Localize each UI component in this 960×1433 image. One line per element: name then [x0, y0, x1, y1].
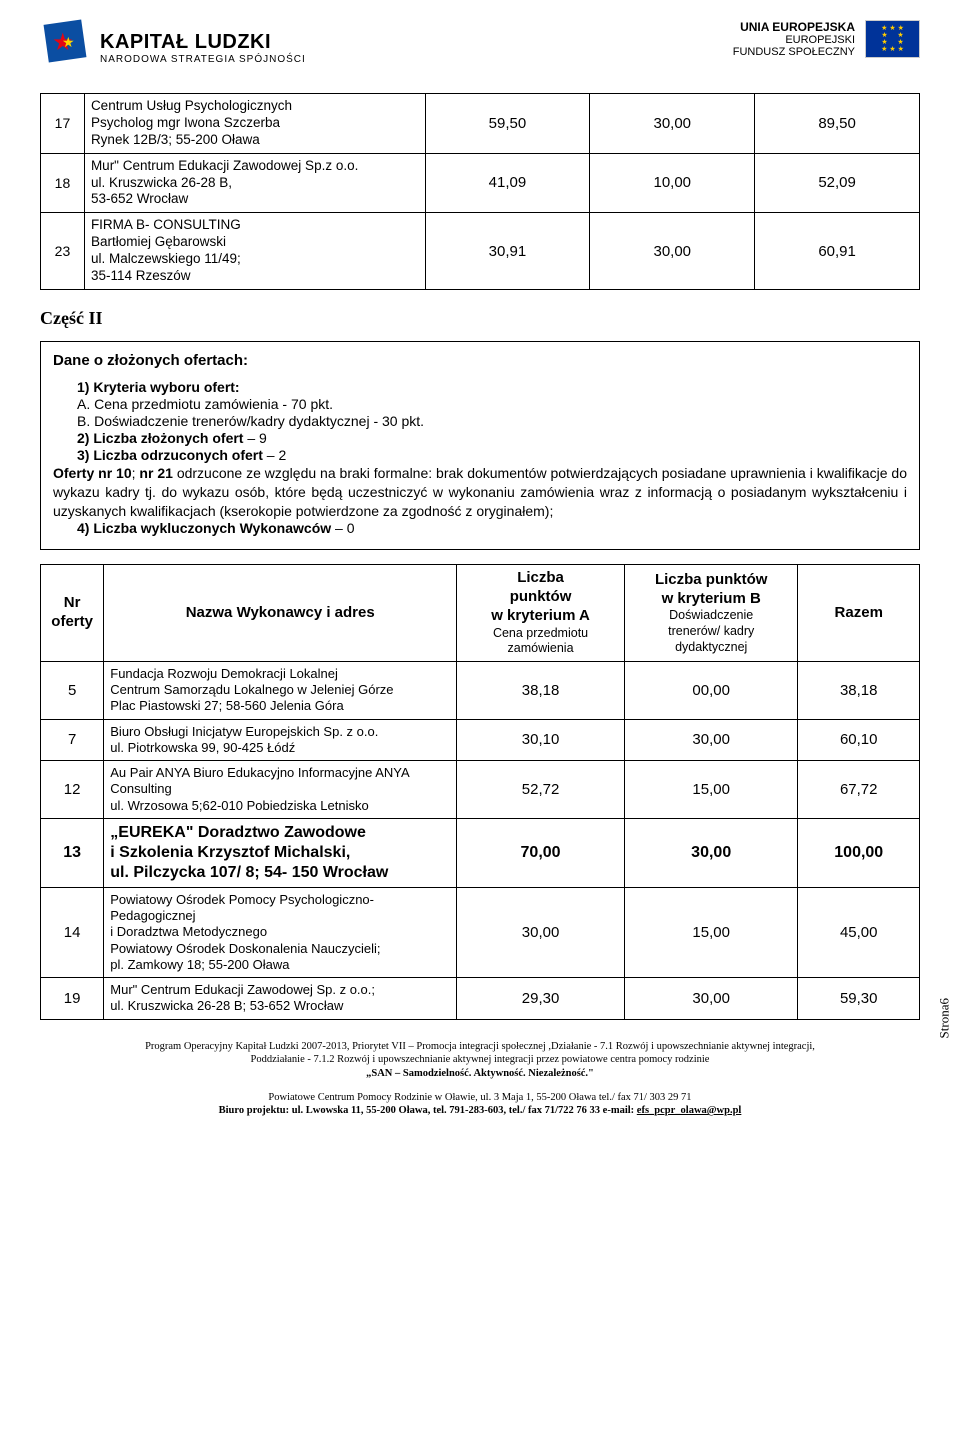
eu-text: UNIA EUROPEJSKA EUROPEJSKI FUNDUSZ SPOŁE…: [733, 20, 855, 58]
cell-points-b: 30,00: [624, 818, 798, 887]
info-heading: Dane o złożonych ofertach:: [53, 352, 907, 369]
cell-points-a: 30,91: [425, 213, 590, 290]
logo-kapital-ludzki: ★ ★ KAPITAŁ LUDZKI NARODOWA STRATEGIA SP…: [40, 20, 306, 75]
col-points-a: Liczba punktów w kryterium A Cena przedm…: [457, 565, 625, 662]
cell-contractor: Au Pair ANYA Biuro Edukacyjno Informacyj…: [104, 761, 457, 819]
cell-contractor: Mur" Centrum Edukacji Zawodowej Sp. z o.…: [104, 978, 457, 1020]
footer-address: Powiatowe Centrum Pomocy Rodzinie w Oław…: [40, 1091, 920, 1105]
section-title-part2: Część II: [40, 308, 920, 329]
cell-offer-num: 19: [41, 978, 104, 1020]
eu-line3: FUNDUSZ SPOŁECZNY: [733, 46, 855, 58]
cell-points-b: 15,00: [624, 887, 798, 977]
table-row: 12Au Pair ANYA Biuro Edukacyjno Informac…: [41, 761, 920, 819]
footer-line1: Program Operacyjny Kapitał Ludzki 2007-2…: [40, 1040, 920, 1054]
submitted-count: 2) Liczba złożonych ofert – 9: [77, 430, 907, 446]
cell-offer-num: 17: [41, 94, 85, 154]
page-number: Strona6: [936, 998, 952, 1038]
criteria-b: B. Doświadczenie trenerów/kadry dydaktyc…: [77, 413, 907, 429]
cell-points-b: 15,00: [624, 761, 798, 819]
table-row: 17Centrum Usług PsychologicznychPsycholo…: [41, 94, 920, 154]
table-row: 14Powiatowy Ośrodek Pomocy Psychologiczn…: [41, 887, 920, 977]
footer-line2: Poddziałanie - 7.1.2 Rozwój i upowszechn…: [40, 1053, 920, 1067]
cell-points-b: 00,00: [624, 661, 798, 719]
cell-points-a: 52,72: [457, 761, 625, 819]
table-row: 5Fundacja Rozwoju Demokracji LokalnejCen…: [41, 661, 920, 719]
header: ★ ★ KAPITAŁ LUDZKI NARODOWA STRATEGIA SP…: [40, 20, 920, 75]
cell-total: 100,00: [798, 818, 920, 887]
table-row: 23FIRMA B- CONSULTINGBartłomiej Gębarows…: [41, 213, 920, 290]
cell-total: 60,91: [755, 213, 920, 290]
eu-flag-icon: ★ ★ ★★ ★★ ★★ ★ ★: [865, 20, 920, 58]
table-row: 13„EUREKA" Doradztwo Zawodowei Szkolenia…: [41, 818, 920, 887]
cell-points-b: 30,00: [624, 978, 798, 1020]
cell-points-a: 29,30: [457, 978, 625, 1020]
cell-total: 59,30: [798, 978, 920, 1020]
kl-text: KAPITAŁ LUDZKI NARODOWA STRATEGIA SPÓJNO…: [100, 31, 306, 65]
cell-points-b: 10,00: [590, 153, 755, 213]
footer-contact: Biuro projektu: ul. Lwowska 11, 55-200 O…: [40, 1104, 920, 1118]
cell-contractor: Mur" Centrum Edukacji Zawodowej Sp.z o.o…: [84, 153, 425, 213]
kl-title: KAPITAŁ LUDZKI: [100, 31, 306, 54]
cell-total: 45,00: [798, 887, 920, 977]
criteria-a: A. Cena przedmiotu zamówienia - 70 pkt.: [77, 396, 907, 412]
table-offers-part2: Nr oferty Nazwa Wykonawcy i adres Liczba…: [40, 564, 920, 1019]
footer-project-name: „SAN – Samodzielność. Aktywność. Niezale…: [40, 1067, 920, 1081]
cell-points-b: 30,00: [590, 213, 755, 290]
cell-contractor: FIRMA B- CONSULTINGBartłomiej Gębarowski…: [84, 213, 425, 290]
cell-offer-num: 13: [41, 818, 104, 887]
criteria-label: 1) Kryteria wyboru ofert:: [77, 379, 907, 395]
cell-offer-num: 23: [41, 213, 85, 290]
cell-offer-num: 14: [41, 887, 104, 977]
cell-contractor: Fundacja Rozwoju Demokracji LokalnejCent…: [104, 661, 457, 719]
table2-header-row: Nr oferty Nazwa Wykonawcy i adres Liczba…: [41, 565, 920, 662]
cell-points-a: 41,09: [425, 153, 590, 213]
cell-points-a: 38,18: [457, 661, 625, 719]
cell-total: 52,09: [755, 153, 920, 213]
cell-total: 67,72: [798, 761, 920, 819]
cell-contractor: Biuro Obsługi Inicjatyw Europejskich Sp.…: [104, 719, 457, 761]
kl-icon: ★ ★: [40, 20, 90, 75]
cell-total: 60,10: [798, 719, 920, 761]
offers-info-box: Dane o złożonych ofertach: 1) Kryteria w…: [40, 341, 920, 551]
eu-line1: UNIA EUROPEJSKA: [733, 20, 855, 34]
cell-points-b: 30,00: [590, 94, 755, 154]
cell-contractor: Centrum Usług PsychologicznychPsycholog …: [84, 94, 425, 154]
col-contractor-name: Nazwa Wykonawcy i adres: [104, 565, 457, 662]
kl-subtitle: NARODOWA STRATEGIA SPÓJNOŚCI: [100, 54, 306, 65]
cell-contractor: Powiatowy Ośrodek Pomocy Psychologiczno-…: [104, 887, 457, 977]
cell-points-b: 30,00: [624, 719, 798, 761]
eu-line2: EUROPEJSKI: [733, 34, 855, 46]
cell-points-a: 59,50: [425, 94, 590, 154]
rejected-reason: Oferty nr 10; nr 21 odrzucone ze względu…: [53, 464, 907, 521]
cell-contractor: „EUREKA" Doradztwo Zawodowei Szkolenia K…: [104, 818, 457, 887]
cell-total: 38,18: [798, 661, 920, 719]
excluded-count: 4) Liczba wykluczonych Wykonawców – 0: [77, 520, 907, 536]
cell-offer-num: 7: [41, 719, 104, 761]
table-row: 18Mur" Centrum Edukacji Zawodowej Sp.z o…: [41, 153, 920, 213]
page-footer: Program Operacyjny Kapitał Ludzki 2007-2…: [40, 1040, 920, 1118]
rejected-count: 3) Liczba odrzuconych ofert – 2: [77, 447, 907, 463]
table-offers-part1-continued: 17Centrum Usług PsychologicznychPsycholo…: [40, 93, 920, 290]
cell-points-a: 70,00: [457, 818, 625, 887]
cell-points-a: 30,10: [457, 719, 625, 761]
cell-total: 89,50: [755, 94, 920, 154]
logo-eu: UNIA EUROPEJSKA EUROPEJSKI FUNDUSZ SPOŁE…: [733, 20, 920, 58]
cell-offer-num: 18: [41, 153, 85, 213]
col-points-b: Liczba punktów w kryterium B Doświadczen…: [624, 565, 798, 662]
table-row: 7Biuro Obsługi Inicjatyw Europejskich Sp…: [41, 719, 920, 761]
col-total: Razem: [798, 565, 920, 662]
cell-offer-num: 5: [41, 661, 104, 719]
table-row: 19Mur" Centrum Edukacji Zawodowej Sp. z …: [41, 978, 920, 1020]
col-offer-number: Nr oferty: [41, 565, 104, 662]
cell-offer-num: 12: [41, 761, 104, 819]
cell-points-a: 30,00: [457, 887, 625, 977]
